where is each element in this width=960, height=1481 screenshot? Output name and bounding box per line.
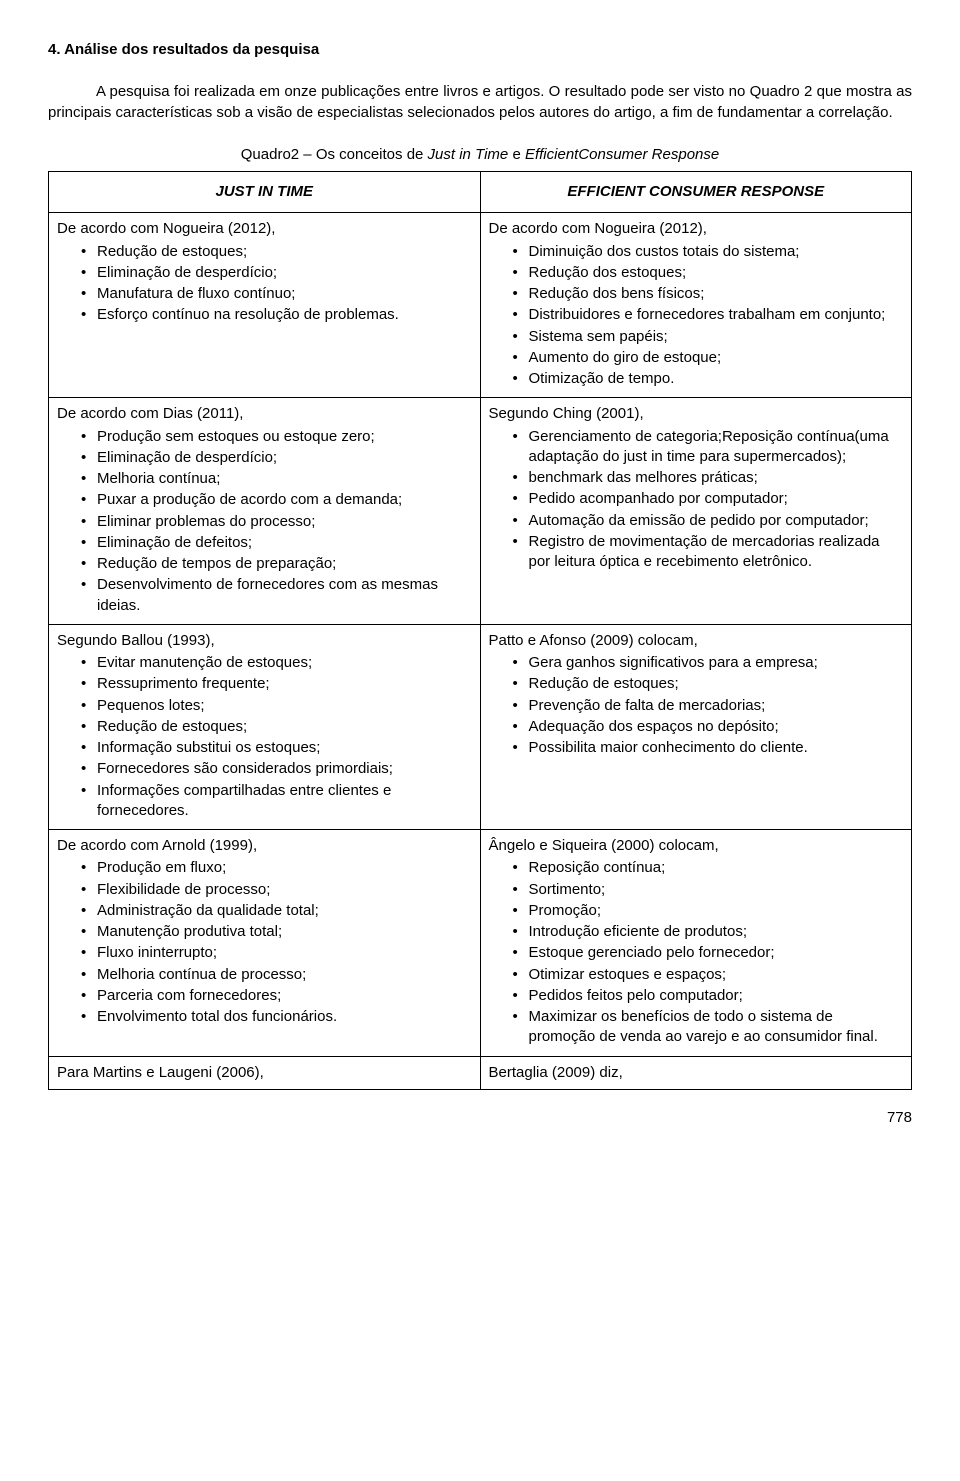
cell-lead: Bertaglia (2009) diz, — [489, 1063, 904, 1083]
table-caption: Quadro2 – Os conceitos de Just in Time e… — [48, 145, 912, 165]
list-item: Eliminação de desperdício; — [97, 263, 472, 283]
list-item: Otimização de tempo. — [529, 369, 904, 389]
list-item: Redução dos estoques; — [529, 263, 904, 283]
list-item: Eliminação de defeitos; — [97, 533, 472, 553]
bullet-list: Gera ganhos significativos para a empres… — [489, 653, 904, 758]
list-item: Redução de estoques; — [97, 242, 472, 262]
concepts-table: JUST IN TIME EFFICIENT CONSUMER RESPONSE… — [48, 171, 912, 1090]
list-item: Evitar manutenção de estoques; — [97, 653, 472, 673]
list-item: Sortimento; — [529, 880, 904, 900]
caption-mid: e — [508, 146, 525, 163]
list-item: Desenvolvimento de fornecedores com as m… — [97, 575, 472, 616]
table-cell: De acordo com Nogueira (2012), Diminuição… — [480, 213, 912, 398]
bullet-list: Evitar manutenção de estoques;Ressuprime… — [57, 653, 472, 821]
list-item: Eliminação de desperdício; — [97, 448, 472, 468]
list-item: Redução dos bens físicos; — [529, 284, 904, 304]
cell-lead: Ângelo e Siqueira (2000) colocam, — [489, 836, 904, 856]
table-cell: Para Martins e Laugeni (2006), — [49, 1056, 481, 1089]
table-cell: De acordo com Dias (2011), Produção sem e… — [49, 398, 481, 625]
table-cell: Bertaglia (2009) diz, — [480, 1056, 912, 1089]
list-item: Informação substitui os estoques; — [97, 738, 472, 758]
list-item: Fluxo ininterrupto; — [97, 943, 472, 963]
cell-lead: De acordo com Nogueira (2012), — [57, 219, 472, 239]
list-item: Parceria com fornecedores; — [97, 986, 472, 1006]
table-row: De acordo com Dias (2011), Produção sem e… — [49, 398, 912, 625]
list-item: Gera ganhos significativos para a empres… — [529, 653, 904, 673]
list-item: Puxar a produção de acordo com a demanda… — [97, 490, 472, 510]
table-row: Para Martins e Laugeni (2006), Bertaglia … — [49, 1056, 912, 1089]
list-item: Melhoria contínua de processo; — [97, 965, 472, 985]
caption-prefix: Quadro2 – Os conceitos de — [241, 146, 428, 163]
list-item: Manutenção produtiva total; — [97, 922, 472, 942]
list-item: Gerenciamento de categoria;Reposição con… — [529, 427, 904, 468]
list-item: Fornecedores são considerados primordiai… — [97, 759, 472, 779]
list-item: Redução de estoques; — [529, 674, 904, 694]
list-item: Redução de estoques; — [97, 717, 472, 737]
cell-lead: Para Martins e Laugeni (2006), — [57, 1063, 472, 1083]
bullet-list: Gerenciamento de categoria;Reposição con… — [489, 427, 904, 573]
list-item: Pequenos lotes; — [97, 696, 472, 716]
table-cell: Segundo Ching (2001), Gerenciamento de ca… — [480, 398, 912, 625]
list-item: Otimizar estoques e espaços; — [529, 965, 904, 985]
list-item: Manufatura de fluxo contínuo; — [97, 284, 472, 304]
caption-italic-2: EfficientConsumer Response — [525, 146, 719, 163]
list-item: Eliminar problemas do processo; — [97, 512, 472, 532]
table-cell: De acordo com Nogueira (2012), Redução de… — [49, 213, 481, 398]
bullet-list: Reposição contínua;Sortimento;Promoção;I… — [489, 858, 904, 1047]
bullet-list: Produção sem estoques ou estoque zero;El… — [57, 427, 472, 616]
list-item: Ressuprimento frequente; — [97, 674, 472, 694]
table-row: De acordo com Nogueira (2012), Redução de… — [49, 213, 912, 398]
list-item: Automação da emissão de pedido por compu… — [529, 511, 904, 531]
list-item: Envolvimento total dos funcionários. — [97, 1007, 472, 1027]
list-item: Prevenção de falta de mercadorias; — [529, 696, 904, 716]
page-number: 778 — [48, 1108, 912, 1128]
list-item: Pedidos feitos pelo computador; — [529, 986, 904, 1006]
table-cell: Segundo Ballou (1993),Evitar manutenção … — [49, 624, 481, 829]
list-item: Possibilita maior conhecimento do client… — [529, 738, 904, 758]
cell-lead: Segundo Ching (2001), — [489, 404, 904, 424]
table-cell: Patto e Afonso (2009) colocam,Gera ganho… — [480, 624, 912, 829]
intro-paragraph: A pesquisa foi realizada em onze publica… — [48, 82, 912, 123]
section-heading: 4. Análise dos resultados da pesquisa — [48, 40, 912, 60]
bullet-list: Diminuição dos custos totais do sistema;… — [489, 242, 904, 390]
bullet-list: Redução de estoques;Eliminação de desper… — [57, 242, 472, 326]
list-item: Pedido acompanhado por computador; — [529, 489, 904, 509]
list-item: Sistema sem papéis; — [529, 327, 904, 347]
list-item: Estoque gerenciado pelo fornecedor; — [529, 943, 904, 963]
list-item: Informações compartilhadas entre cliente… — [97, 781, 472, 822]
cell-lead: De acordo com Dias (2011), — [57, 404, 472, 424]
list-item: Distribuidores e fornecedores trabalham … — [529, 305, 904, 325]
list-item: Promoção; — [529, 901, 904, 921]
cell-lead: De acordo com Arnold (1999), — [57, 836, 472, 856]
bullet-list: Produção em fluxo;Flexibilidade de proce… — [57, 858, 472, 1027]
cell-lead: De acordo com Nogueira (2012), — [489, 219, 904, 239]
col-header-right: EFFICIENT CONSUMER RESPONSE — [480, 172, 912, 213]
caption-italic-1: Just in Time — [428, 146, 509, 163]
list-item: Reposição contínua; — [529, 858, 904, 878]
list-item: Flexibilidade de processo; — [97, 880, 472, 900]
list-item: Maximizar os benefícios de todo o sistem… — [529, 1007, 904, 1048]
list-item: Aumento do giro de estoque; — [529, 348, 904, 368]
list-item: Introdução eficiente de produtos; — [529, 922, 904, 942]
list-item: Melhoria contínua; — [97, 469, 472, 489]
col-header-left: JUST IN TIME — [49, 172, 481, 213]
list-item: Produção em fluxo; — [97, 858, 472, 878]
cell-lead: Patto e Afonso (2009) colocam, — [489, 631, 904, 651]
table-cell: De acordo com Arnold (1999),Produção em … — [49, 830, 481, 1057]
list-item: Registro de movimentação de mercadorias … — [529, 532, 904, 573]
table-cell: Ângelo e Siqueira (2000) colocam,Reposiç… — [480, 830, 912, 1057]
list-item: Diminuição dos custos totais do sistema; — [529, 242, 904, 262]
table-row: De acordo com Arnold (1999),Produção em … — [49, 830, 912, 1057]
cell-lead: Segundo Ballou (1993), — [57, 631, 472, 651]
list-item: Administração da qualidade total; — [97, 901, 472, 921]
list-item: Redução de tempos de preparação; — [97, 554, 472, 574]
list-item: Adequação dos espaços no depósito; — [529, 717, 904, 737]
list-item: Produção sem estoques ou estoque zero; — [97, 427, 472, 447]
list-item: benchmark das melhores práticas; — [529, 468, 904, 488]
list-item: Esforço contínuo na resolução de problem… — [97, 305, 472, 325]
table-row: Segundo Ballou (1993),Evitar manutenção … — [49, 624, 912, 829]
